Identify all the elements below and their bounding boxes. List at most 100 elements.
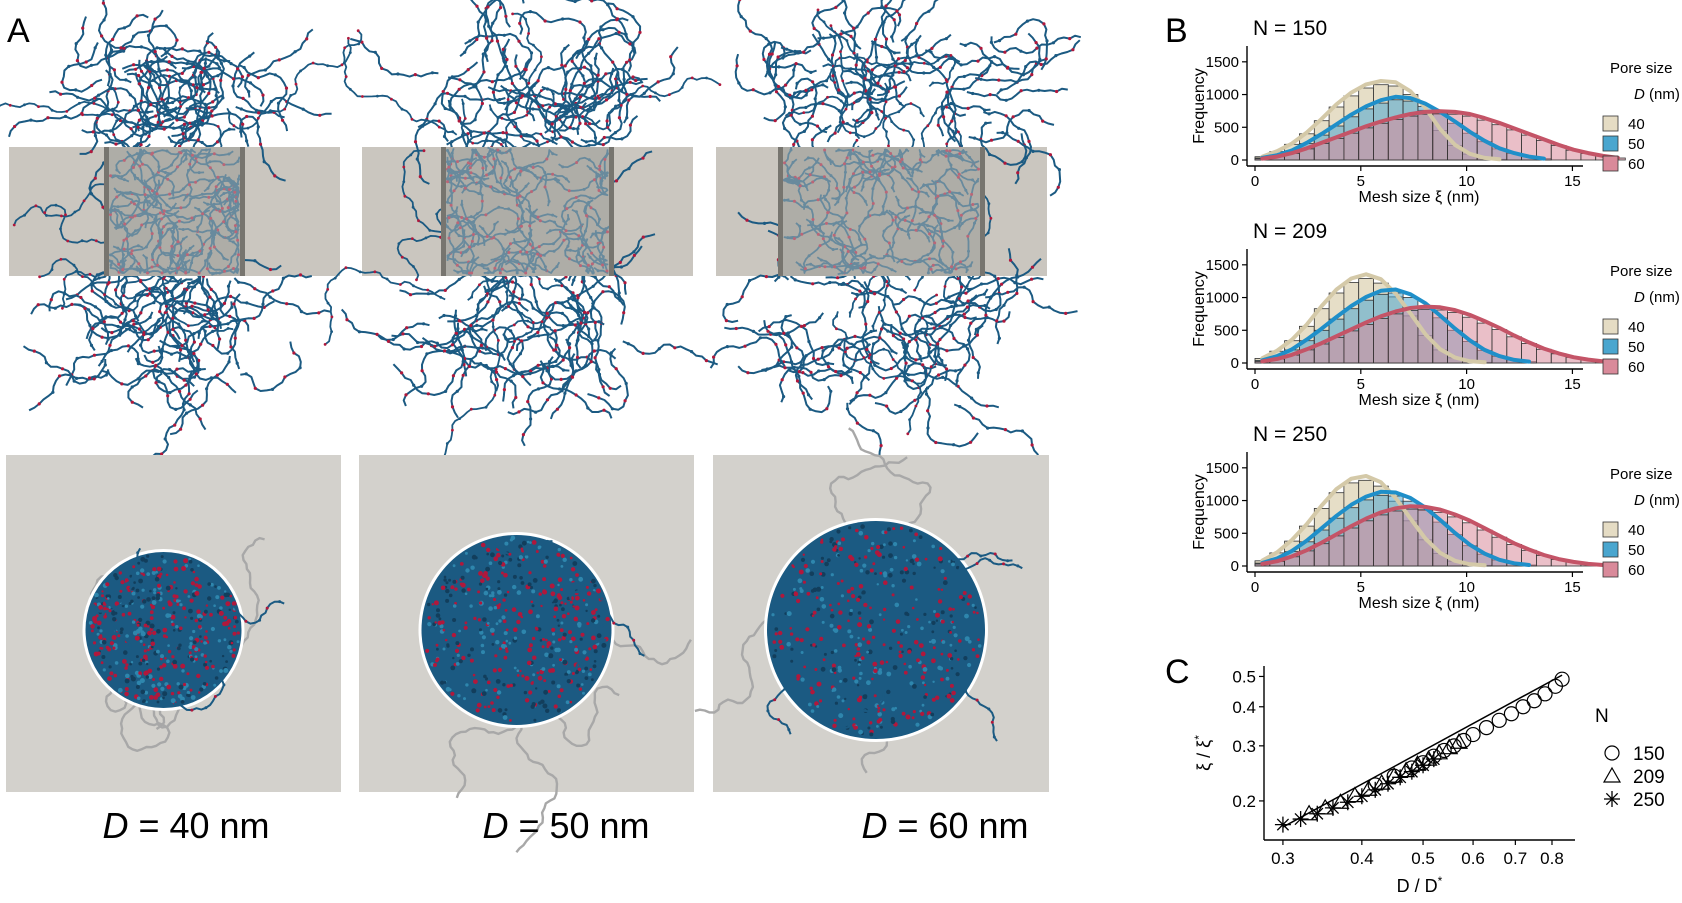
monomer (513, 125, 517, 129)
monomer (515, 271, 519, 275)
monomer (509, 719, 512, 722)
monomer (172, 299, 176, 303)
x-tick-label: 0 (1251, 173, 1259, 190)
monomer (582, 65, 587, 69)
monomer (871, 367, 875, 371)
monomer (227, 152, 231, 156)
monomer (495, 640, 500, 645)
monomer (194, 372, 198, 376)
monomer (109, 259, 112, 263)
monomer (1014, 80, 1019, 84)
monomer (491, 21, 495, 25)
monomer (834, 5, 838, 9)
monomer (1008, 258, 1013, 262)
monomer (160, 217, 163, 221)
monomer (461, 359, 465, 364)
monomer (529, 417, 533, 421)
monomer (102, 18, 106, 22)
monomer (104, 315, 108, 319)
monomer (105, 588, 109, 592)
monomer (436, 647, 439, 651)
monomer (880, 44, 884, 49)
monomer (977, 644, 982, 648)
monomer (463, 176, 467, 180)
polymer-chain (152, 345, 199, 411)
monomer (207, 596, 212, 601)
monomer (560, 601, 564, 605)
monomer (914, 54, 918, 58)
pore-wall-overlay (443, 147, 612, 276)
monomer (784, 315, 788, 319)
monomer (237, 253, 240, 257)
monomer (91, 327, 95, 331)
monomer (543, 679, 547, 683)
monomer (454, 648, 460, 654)
monomer (862, 135, 866, 139)
monomer (945, 668, 949, 672)
monomer (587, 107, 590, 111)
monomer (954, 131, 958, 135)
monomer (203, 329, 207, 333)
monomer (536, 330, 540, 334)
monomer (799, 589, 804, 593)
monomer (87, 376, 92, 380)
monomer (570, 375, 575, 379)
monomer (246, 126, 250, 130)
monomer (140, 223, 144, 227)
monomer (492, 668, 497, 673)
monomer (471, 328, 475, 333)
monomer (891, 73, 895, 77)
monomer (157, 83, 161, 87)
monomer (877, 552, 882, 558)
monomer (808, 702, 812, 707)
monomer (172, 659, 178, 665)
polymer-chain (238, 63, 289, 132)
monomer (849, 634, 854, 639)
monomer (196, 609, 201, 614)
monomer (818, 316, 822, 320)
monomer (860, 524, 865, 529)
polymer-chain (486, 271, 555, 315)
monomer (913, 288, 917, 292)
monomer (794, 62, 798, 66)
monomer (568, 630, 572, 635)
monomer (188, 651, 192, 655)
monomer (491, 325, 495, 329)
monomer (192, 640, 197, 645)
monomer (181, 228, 185, 231)
monomer (842, 643, 846, 648)
monomer (550, 122, 554, 126)
monomer (485, 566, 490, 572)
monomer (912, 562, 915, 566)
monomer (180, 302, 184, 306)
monomer (725, 345, 730, 349)
monomer (762, 221, 767, 225)
monomer (146, 86, 151, 90)
monomer (997, 39, 1002, 43)
monomer (179, 151, 183, 155)
sim-label-60: D = 60 nm (861, 805, 1028, 846)
monomer (974, 606, 977, 609)
monomer (511, 157, 515, 161)
monomer (164, 171, 167, 174)
monomer (81, 113, 84, 117)
monomer (223, 668, 229, 673)
monomer (793, 49, 797, 53)
monomer (945, 299, 948, 303)
monomer (542, 564, 547, 568)
monomer (165, 635, 169, 639)
monomer (194, 369, 198, 373)
monomer (154, 363, 158, 367)
polymer-chain (138, 55, 172, 127)
monomer (457, 234, 461, 238)
monomer (105, 582, 110, 587)
monomer (543, 559, 548, 564)
monomer (480, 199, 484, 203)
monomer (137, 596, 141, 599)
monomer (143, 558, 148, 563)
monomer (907, 625, 911, 629)
monomer (533, 718, 537, 722)
monomer (505, 131, 508, 135)
monomer (436, 608, 440, 613)
monomer (563, 64, 567, 68)
